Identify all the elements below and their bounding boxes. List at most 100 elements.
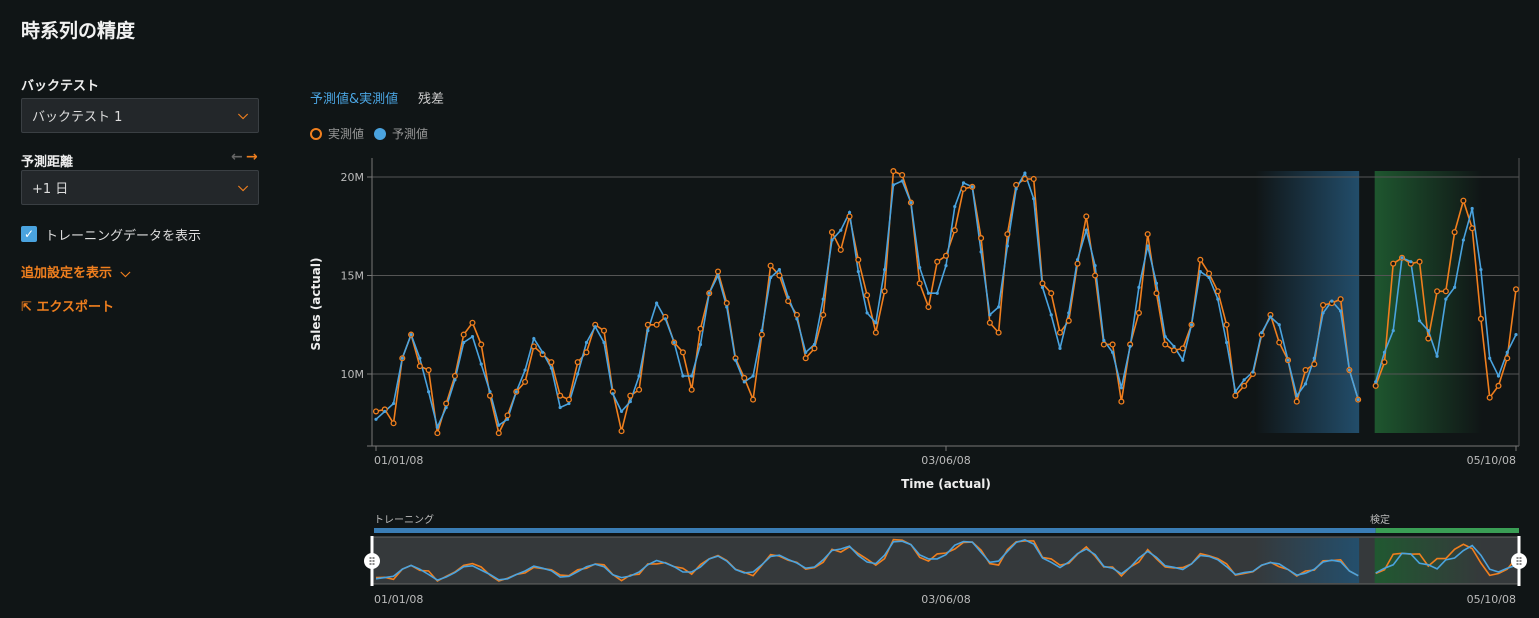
actual-point bbox=[1074, 260, 1081, 267]
predicted-point bbox=[576, 372, 580, 376]
actual-point bbox=[750, 396, 757, 403]
actual-point bbox=[390, 420, 397, 427]
show-training-label[interactable]: トレーニングデータを表示 bbox=[45, 229, 202, 244]
actual-point bbox=[416, 363, 423, 370]
actual-point bbox=[636, 386, 643, 393]
grip-dot bbox=[369, 563, 372, 565]
predicted-point bbox=[988, 313, 992, 317]
predicted-point bbox=[418, 356, 422, 360]
predicted-point bbox=[1023, 171, 1027, 175]
predicted-point bbox=[435, 425, 439, 429]
validation-region bbox=[1374, 171, 1482, 433]
predicted-point bbox=[769, 275, 773, 280]
actual-point bbox=[925, 303, 932, 311]
actual-point bbox=[1179, 345, 1186, 352]
predicted-point bbox=[1453, 285, 1457, 289]
predicted-point bbox=[970, 185, 974, 189]
predicted-point bbox=[1233, 390, 1237, 394]
actual-point bbox=[548, 359, 555, 366]
predicted-point bbox=[1417, 319, 1422, 323]
predicted-point bbox=[1128, 344, 1132, 349]
nav-series-line-predicted bbox=[1375, 544, 1517, 574]
backtest-select[interactable]: バックテスト 1 ⌵ bbox=[21, 98, 259, 133]
actual-point bbox=[644, 321, 651, 328]
grip-dot bbox=[369, 557, 372, 559]
predicted-point bbox=[646, 329, 650, 333]
export-button[interactable]: ⇱ エクスポート bbox=[21, 296, 114, 315]
y-tick-label: 20M bbox=[341, 171, 365, 184]
predicted-point bbox=[374, 417, 378, 421]
predicted-point bbox=[979, 250, 983, 254]
drag-handle-icon bbox=[364, 553, 380, 569]
actual-point bbox=[1390, 260, 1397, 267]
predicted-point bbox=[1111, 350, 1115, 354]
series-line-predicted bbox=[375, 171, 1359, 430]
actual-point bbox=[1311, 361, 1318, 368]
actual-point bbox=[1083, 213, 1090, 220]
chevron-down-icon: ⌵ bbox=[120, 266, 131, 281]
predicted-point bbox=[944, 264, 948, 268]
predicted-point bbox=[663, 317, 667, 321]
horizon-select[interactable]: +1 日 ⌵ bbox=[21, 170, 259, 205]
actual-point bbox=[1170, 347, 1178, 354]
tab-predicted-vs-actual[interactable]: 予測値&実測値 bbox=[310, 92, 399, 107]
actual-point bbox=[504, 412, 511, 419]
backtest-value: バックテスト 1 bbox=[32, 110, 123, 125]
actual-point bbox=[1214, 288, 1221, 295]
actual-point bbox=[1162, 341, 1169, 348]
actual-point bbox=[1302, 367, 1309, 374]
actual-point bbox=[522, 378, 529, 385]
predicted-point bbox=[777, 267, 781, 272]
predicted-point bbox=[804, 350, 808, 354]
predicted-point bbox=[1347, 368, 1351, 372]
actual-point bbox=[495, 430, 502, 437]
predicted-point bbox=[1163, 334, 1167, 339]
actual-point bbox=[1030, 175, 1037, 183]
actual-point bbox=[934, 258, 941, 265]
nav-x-tick-label: 03/06/08 bbox=[921, 593, 970, 606]
actual-point bbox=[1425, 335, 1432, 342]
arrow-right-icon[interactable]: → bbox=[246, 149, 258, 165]
predicted-point bbox=[830, 238, 834, 242]
predicted-point bbox=[619, 409, 624, 414]
arrow-left-icon[interactable]: ← bbox=[231, 149, 243, 165]
more-settings-link[interactable]: 追加設定を表示 ⌵ bbox=[21, 262, 130, 281]
nav-left-handle[interactable] bbox=[364, 536, 380, 586]
predicted-point bbox=[567, 401, 571, 406]
nav-right-handle[interactable] bbox=[1511, 536, 1527, 586]
actual-point bbox=[1056, 329, 1064, 336]
predicted-point bbox=[1409, 260, 1413, 264]
legend-actual-label: 実測値 bbox=[328, 127, 365, 141]
actual-point bbox=[1109, 341, 1116, 348]
actual-point bbox=[1197, 256, 1204, 263]
predicted-point bbox=[1268, 315, 1273, 319]
predicted-point bbox=[1172, 344, 1176, 349]
predicted-point bbox=[1435, 354, 1439, 358]
predicted-point bbox=[997, 305, 1001, 309]
actual-point bbox=[1013, 181, 1020, 188]
predicted-point bbox=[444, 405, 448, 410]
training-region bbox=[1255, 171, 1360, 433]
actual-point bbox=[995, 329, 1002, 336]
legend: 実測値 予測値 bbox=[310, 125, 428, 142]
predicted-point bbox=[725, 305, 729, 309]
tab-residuals[interactable]: 残差 bbox=[418, 92, 445, 107]
predicted-point bbox=[891, 183, 895, 187]
actual-point bbox=[1065, 317, 1072, 324]
nav-series-line-predicted bbox=[375, 539, 1359, 581]
predicted-point bbox=[470, 334, 475, 339]
actual-point bbox=[1372, 382, 1379, 389]
actual-point bbox=[978, 235, 985, 242]
show-training-checkbox[interactable]: ✓ bbox=[21, 226, 37, 242]
predicted-point bbox=[409, 333, 413, 337]
grip-dot bbox=[372, 557, 375, 559]
predicted-point bbox=[514, 390, 518, 394]
nav-training-label: トレーニング bbox=[374, 513, 434, 526]
grip-dot bbox=[1519, 557, 1522, 559]
actual-point bbox=[451, 372, 458, 380]
predicted-point bbox=[602, 340, 606, 345]
predicted-point bbox=[961, 181, 966, 185]
nav-series-line-actual bbox=[1375, 543, 1517, 577]
grip-dot bbox=[1516, 557, 1519, 559]
